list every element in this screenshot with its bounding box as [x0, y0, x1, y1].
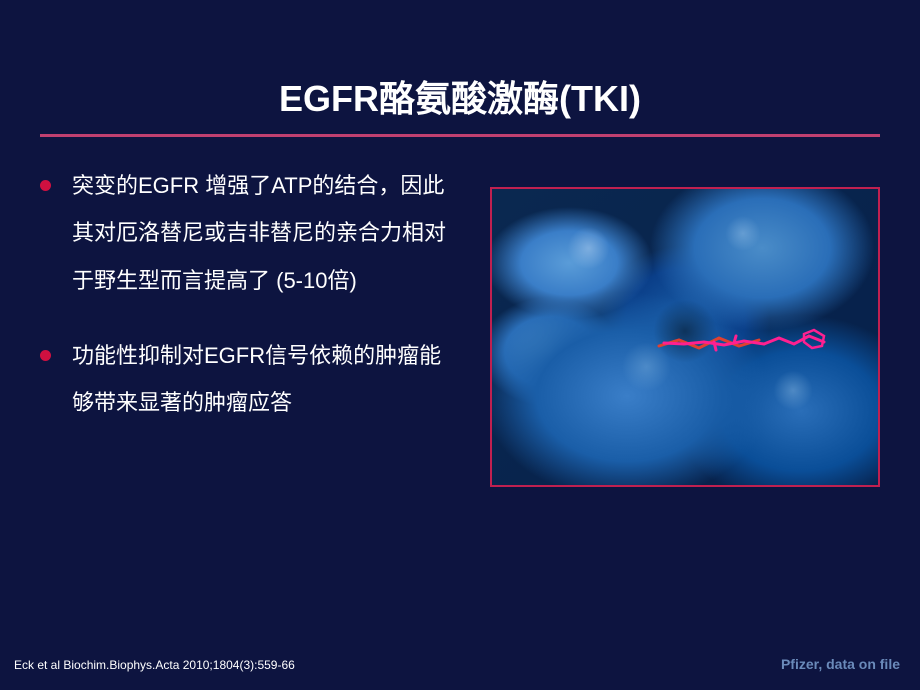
figure-column: [460, 162, 880, 487]
protein-figure: [490, 187, 880, 487]
slide-title: EGFR酪氨酸激酶(TKI): [0, 0, 920, 134]
ligand-molecule: [654, 328, 829, 358]
citation-text: Eck et al Biochim.Biophys.Acta 2010;1804…: [14, 658, 295, 672]
bullet-list: 突变的EGFR 增强了ATP的结合，因此其对厄洛替尼或吉非替尼的亲合力相对于野生…: [40, 162, 460, 426]
bullet-item: 突变的EGFR 增强了ATP的结合，因此其对厄洛替尼或吉非替尼的亲合力相对于野生…: [40, 162, 460, 304]
bullet-column: 突变的EGFR 增强了ATP的结合，因此其对厄洛替尼或吉非替尼的亲合力相对于野生…: [40, 162, 460, 487]
content-area: 突变的EGFR 增强了ATP的结合，因此其对厄洛替尼或吉非替尼的亲合力相对于野生…: [0, 137, 920, 487]
bullet-item: 功能性抑制对EGFR信号依赖的肿瘤能够带来显著的肿瘤应答: [40, 332, 460, 427]
company-credit: Pfizer, data on file: [781, 656, 900, 672]
